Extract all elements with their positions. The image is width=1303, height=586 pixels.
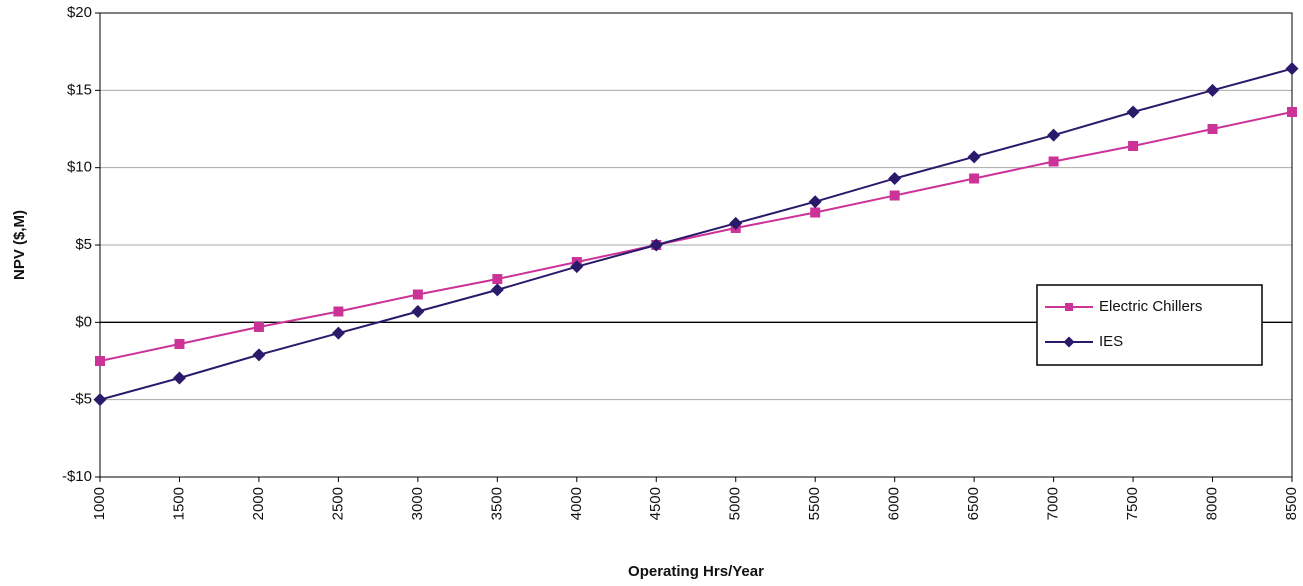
marker [174,338,185,349]
marker [888,171,902,185]
x-tick-label: 4500 [647,487,664,520]
y-tick-label: $15 [67,81,92,98]
marker [1287,106,1297,117]
marker [570,260,584,274]
y-tick-label: $0 [75,313,92,330]
y-tick-label: -$10 [62,468,92,485]
legend: Electric Chillers IES [1036,284,1263,366]
x-axis-title: Operating Hrs/Year [628,563,764,580]
marker [1206,83,1220,97]
x-tick-label: 6500 [965,487,982,520]
marker [729,216,743,230]
marker [649,238,663,252]
plot-border [99,12,1293,478]
marker [810,207,821,218]
x-tick-label: 1500 [170,487,187,520]
x-tick-label: 3000 [409,487,426,520]
series-line [99,111,1293,362]
marker [1126,105,1140,119]
x-tick-label: 7500 [1124,487,1141,520]
marker [1128,141,1139,152]
marker [333,306,344,317]
legend-label: IES [1099,333,1123,350]
marker [492,274,503,285]
x-tick-label: 6000 [886,487,903,520]
marker [1207,124,1218,134]
x-tick-label: 8000 [1204,487,1221,520]
marker [331,326,345,340]
x-tick-label: 7000 [1045,487,1062,520]
marker [93,393,107,407]
x-tick-label: 2000 [250,487,267,520]
marker [967,150,981,164]
x-tick-label: 8500 [1283,487,1300,520]
x-tick-label: 5000 [727,487,744,520]
legend-marker [1065,303,1073,311]
marker [889,190,900,201]
legend-box [1036,284,1263,366]
legend-marker [1063,336,1075,348]
x-tick-label: 2500 [329,487,346,520]
marker [95,356,105,366]
marker [969,173,980,184]
y-tick-label: $10 [67,159,92,176]
y-tick-label: $20 [67,4,92,21]
y-tick-label: -$5 [70,391,92,408]
marker [412,289,423,300]
x-tick-label: 3500 [488,487,505,520]
marker [252,348,266,362]
y-tick-label: $5 [75,236,92,253]
series-line [99,67,1293,401]
marker [808,195,822,209]
marker [411,305,425,319]
marker [172,371,186,385]
legend-label: Electric Chillers [1099,298,1202,315]
marker [1285,62,1299,76]
x-tick-label: 1000 [91,487,108,520]
y-axis-title: NPV ($,M) [11,210,28,280]
marker [1048,156,1059,167]
marker [1047,128,1061,142]
marker [490,283,504,297]
x-tick-label: 4000 [568,487,585,520]
x-tick-label: 5500 [806,487,823,520]
marker [253,321,264,332]
